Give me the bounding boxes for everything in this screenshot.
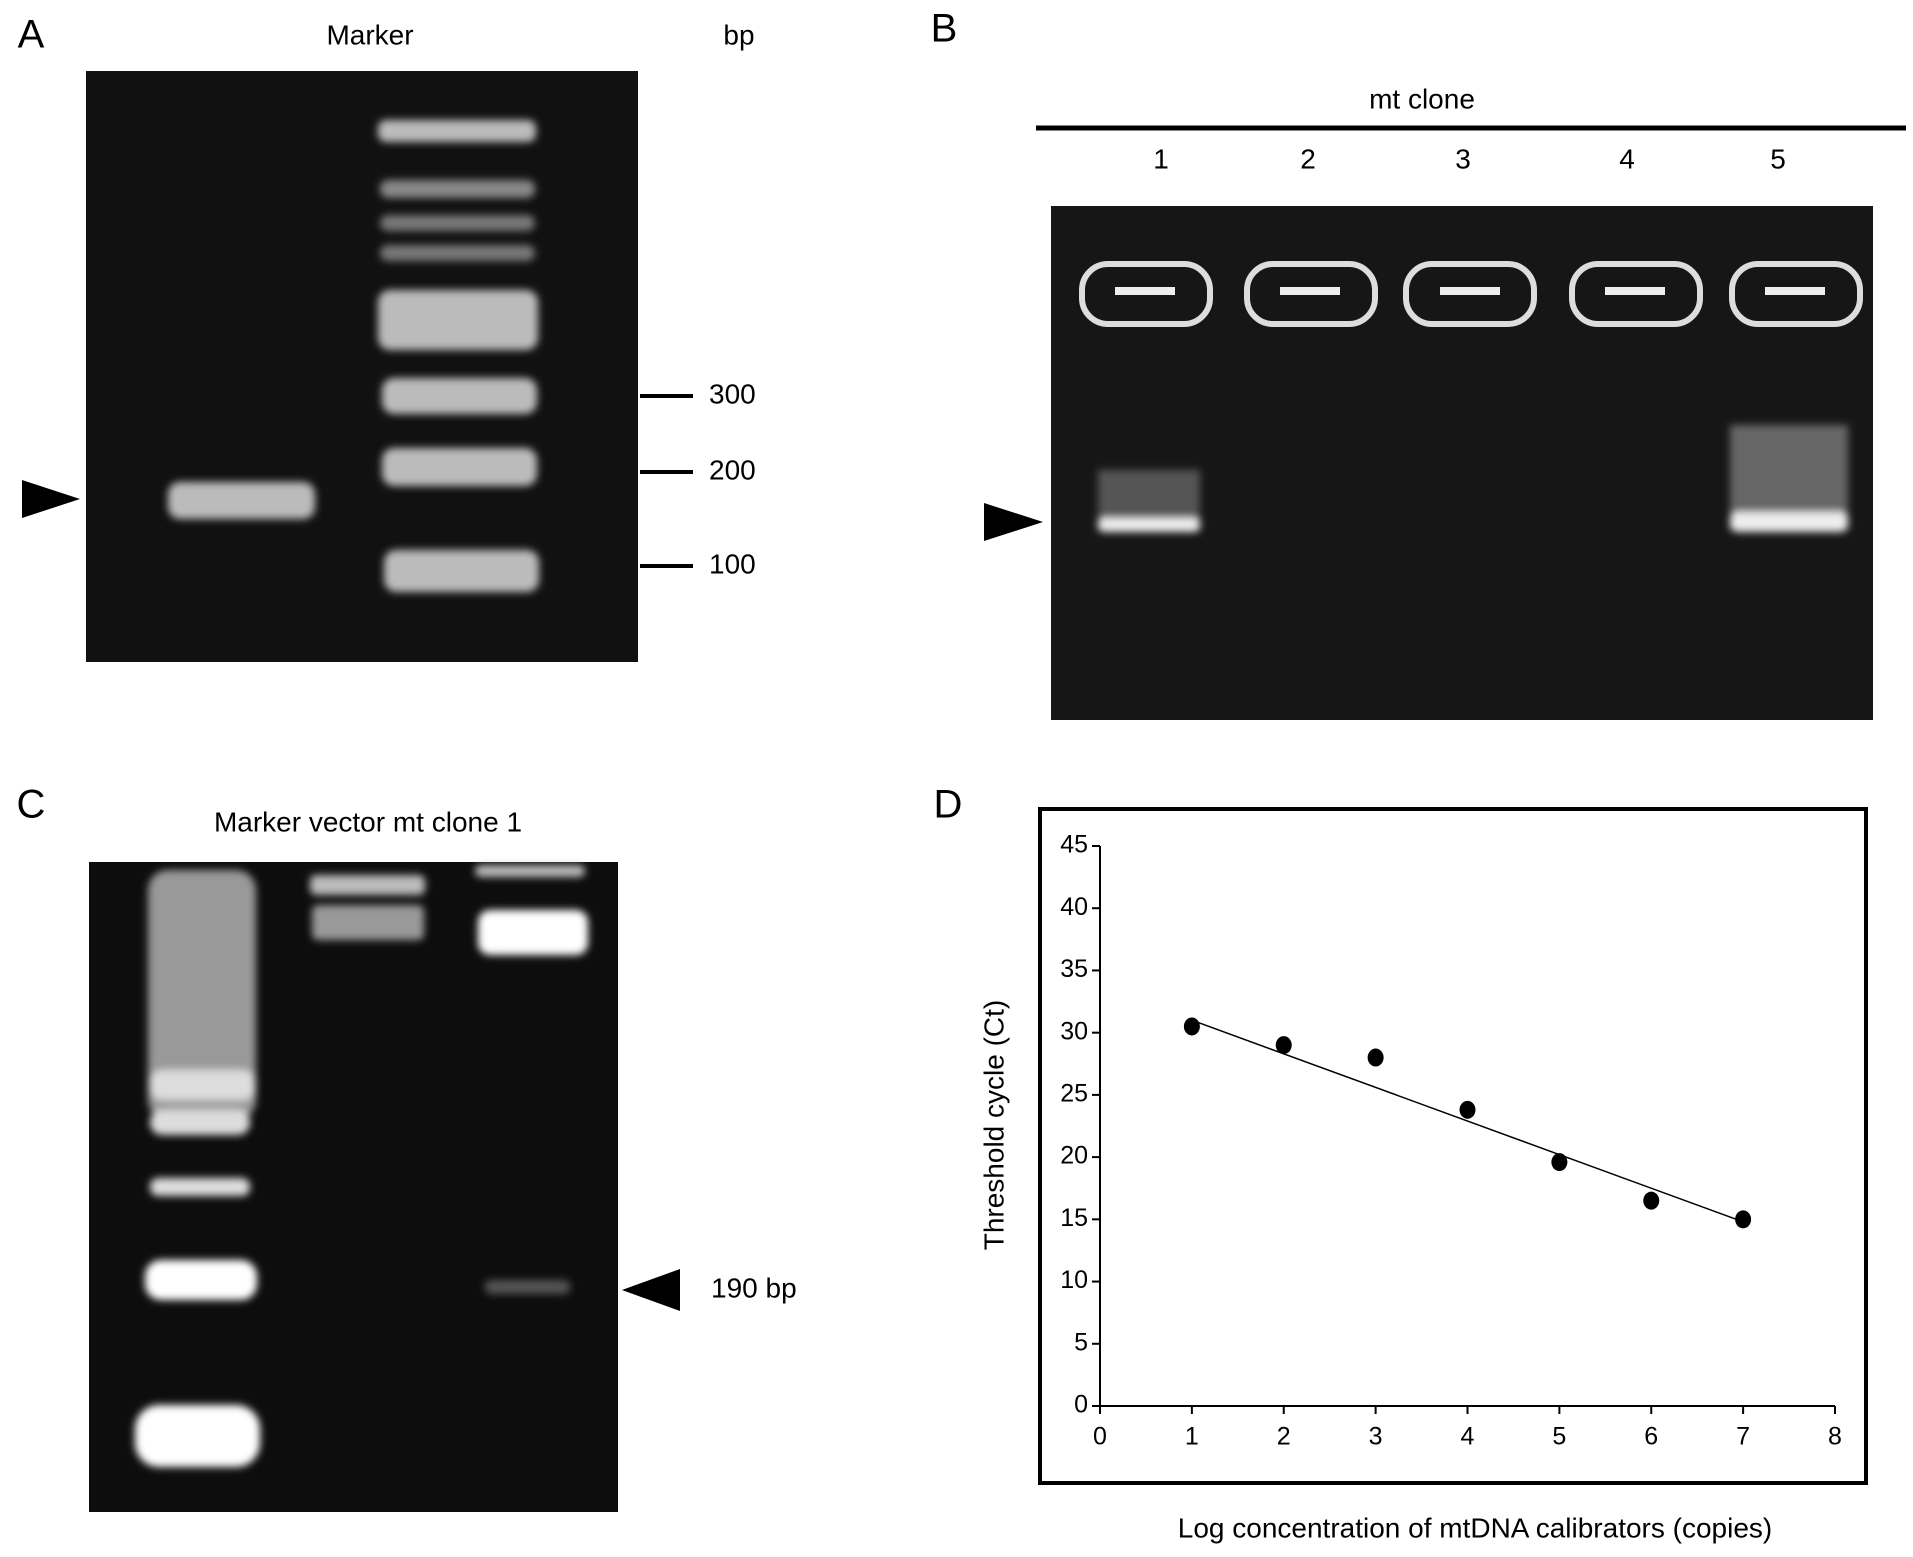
y-tick-label: 40	[1060, 893, 1088, 921]
lane-number: 2	[1300, 143, 1316, 174]
y-axis-label: Threshold cycle (Ct)	[978, 1000, 1009, 1251]
lane-number: 5	[1770, 143, 1786, 174]
lane-title: Marker vector mt clone 1	[214, 806, 522, 837]
x-axis-label: Log concentration of mtDNA calibrators (…	[1178, 1512, 1773, 1543]
y-tick-label: 25	[1060, 1079, 1088, 1107]
gel-c	[89, 862, 618, 1512]
point	[1459, 1100, 1476, 1119]
arrowhead	[984, 503, 1043, 541]
arrowhead	[622, 1269, 680, 1311]
x-tick-label: 6	[1644, 1423, 1658, 1451]
x-tick-label: 1	[1185, 1423, 1199, 1451]
y-tick-label: 0	[1074, 1391, 1088, 1419]
x-tick-label: 3	[1369, 1423, 1383, 1451]
band-label: 190 bp	[711, 1272, 797, 1303]
point	[1183, 1017, 1200, 1036]
arrowhead	[22, 480, 80, 518]
size-label: 200	[709, 454, 756, 485]
lane-number: 1	[1153, 143, 1169, 174]
y-tick-label: 15	[1060, 1204, 1088, 1232]
lane-label: Marker	[326, 19, 413, 50]
panel-label: D	[934, 783, 963, 827]
size-label: 300	[709, 378, 756, 409]
trendline	[1191, 1019, 1744, 1223]
x-tick-label: 4	[1461, 1423, 1475, 1451]
y-tick-label: 30	[1060, 1017, 1088, 1045]
point	[1643, 1191, 1660, 1210]
chart-frame	[1038, 807, 1868, 1485]
x-tick-label: 7	[1736, 1423, 1750, 1451]
lane-number: 4	[1619, 143, 1635, 174]
point	[1275, 1036, 1292, 1055]
gel-a	[86, 71, 638, 662]
y-tick-label: 5	[1074, 1328, 1088, 1356]
y-tick-label: 10	[1060, 1266, 1088, 1294]
x-tick-label: 0	[1093, 1423, 1107, 1451]
point	[1367, 1048, 1384, 1067]
point	[1551, 1153, 1568, 1172]
gel-b	[1051, 206, 1873, 720]
panel-label: B	[931, 7, 958, 51]
x-tick-label: 2	[1277, 1423, 1291, 1451]
group-title: mt clone	[1369, 83, 1475, 114]
x-tick-label: 5	[1552, 1423, 1566, 1451]
point	[1735, 1210, 1752, 1229]
panel-label: C	[17, 783, 46, 827]
x-tick-label: 8	[1828, 1423, 1842, 1451]
y-tick-label: 35	[1060, 955, 1088, 983]
unit-label: bp	[723, 19, 754, 50]
y-tick-label: 45	[1060, 831, 1088, 859]
lane-number: 3	[1455, 143, 1471, 174]
panel-label: A	[18, 13, 45, 57]
y-tick-label: 20	[1060, 1142, 1088, 1170]
size-label: 100	[709, 548, 756, 579]
